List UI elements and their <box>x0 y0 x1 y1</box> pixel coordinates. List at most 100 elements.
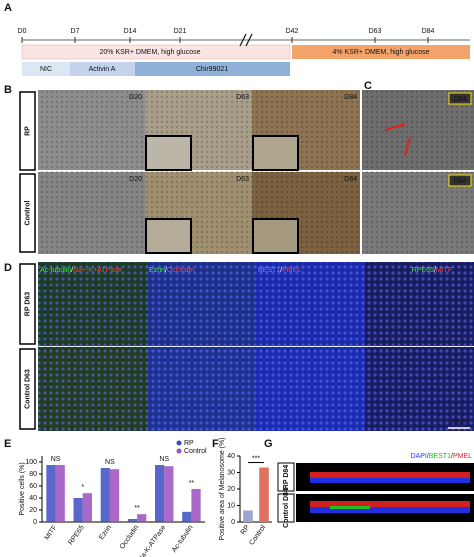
inset <box>252 218 299 254</box>
row-box <box>277 493 295 523</box>
day-label: D63 <box>369 28 382 35</box>
panel-label: G <box>264 438 273 450</box>
bar <box>73 498 83 522</box>
stain-label: Ac-tubulin/Na+-K+ATPase <box>40 267 122 274</box>
row-label: Control <box>24 201 31 226</box>
x-tick-label: Control <box>248 524 267 547</box>
stain-band <box>310 501 470 507</box>
medium-bar <box>292 45 470 59</box>
image-label: D20 <box>129 176 142 183</box>
panel-label: D <box>4 262 12 274</box>
bar <box>191 489 201 522</box>
stain-name: Ezrin <box>149 267 165 274</box>
row-label: RP D63 <box>24 292 31 316</box>
row-box <box>19 91 36 171</box>
x-tick-label: Ac-tubulin <box>171 524 195 554</box>
significance: ** <box>189 480 195 487</box>
texture <box>38 262 474 431</box>
bar <box>109 469 120 522</box>
stain-name: / <box>71 267 73 274</box>
texture <box>38 90 360 254</box>
day-label: D14 <box>124 28 137 35</box>
row-box <box>19 348 36 430</box>
legend-marker <box>176 440 182 446</box>
panel-label: E <box>4 438 11 450</box>
inset <box>145 218 192 254</box>
y-axis-label: Positive area of Melanosome (%) <box>219 437 226 540</box>
stain-label: Ezrin/Occludin <box>149 267 194 274</box>
arrow <box>384 123 406 131</box>
y-axis-label: Positive cells (%) <box>19 462 26 515</box>
x-tick-label: Na-K-ATPase <box>137 524 167 557</box>
image-label: D84 <box>344 94 357 101</box>
panel-label: F <box>212 438 219 450</box>
stain-name: RPE65 <box>412 267 434 274</box>
break-mark <box>239 33 247 47</box>
x-tick-label: Ezrin <box>98 524 113 541</box>
bar <box>182 511 192 522</box>
y-tick-label: 0 <box>33 519 37 526</box>
stain-band <box>310 478 470 483</box>
significance: NS <box>159 456 169 463</box>
bar <box>155 465 165 522</box>
stain-name: / <box>434 267 436 274</box>
factor-bar <box>22 62 70 76</box>
bar <box>137 514 147 522</box>
break-mark <box>245 33 253 47</box>
medium-label: 20% KSR+ DMEM, high glucose <box>100 49 201 56</box>
stain-name: / <box>165 267 167 274</box>
y-tick-label: 40 <box>29 495 37 502</box>
row-label: RP D84 <box>283 465 290 489</box>
y-tick-label: 100 <box>25 459 37 466</box>
image-label: D84 <box>454 178 467 185</box>
image-label: D84 <box>454 96 467 103</box>
stain-label: BEST1/PMEL <box>258 267 301 274</box>
stain-name: PMEL <box>282 267 301 274</box>
image-label: D63 <box>236 176 249 183</box>
legend-marker <box>176 448 182 454</box>
legend-label: RP <box>184 440 194 447</box>
medium-label: 4% KSR+ DMEM, high glucose <box>332 49 429 56</box>
label-box <box>448 174 472 187</box>
bar <box>55 465 65 522</box>
day-label: D21 <box>174 28 187 35</box>
stain-band <box>330 506 370 509</box>
factor-label: Activin A <box>89 66 116 73</box>
inset <box>252 135 299 171</box>
factor-bar <box>70 62 135 76</box>
bar <box>100 468 110 522</box>
significance: * <box>81 484 84 491</box>
row-label: Control D63 <box>24 369 31 409</box>
bar <box>243 510 253 522</box>
significance: *** <box>252 455 260 462</box>
bar <box>82 493 92 522</box>
image-label: D20 <box>129 94 142 101</box>
x-tick-label: Occludin <box>119 524 140 550</box>
stain-name: Na+-K+ATPase <box>73 267 122 274</box>
panel-label: B <box>4 84 12 96</box>
stain-name: Occludin <box>167 267 194 274</box>
day-label: D84 <box>422 28 435 35</box>
stain-label: RPE65/MITF <box>412 267 452 274</box>
stain-name: BEST1 <box>429 453 451 460</box>
significance: NS <box>105 459 115 466</box>
day-label: D42 <box>286 28 299 35</box>
stain-name: PMEL <box>453 453 472 460</box>
y-tick-label: 80 <box>29 471 37 478</box>
day-label: D7 <box>71 28 80 35</box>
medium-bar <box>21 44 291 60</box>
x-tick-label: RP <box>240 524 252 536</box>
stain-name: DAPI <box>411 453 427 460</box>
y-tick-label: 30 <box>227 469 235 476</box>
panel-label: A <box>4 2 12 14</box>
stain-name: MITF <box>436 267 452 274</box>
y-tick-label: 0 <box>231 519 235 526</box>
texture <box>362 90 474 254</box>
bar <box>164 466 174 522</box>
label-box <box>448 92 472 105</box>
bar <box>127 519 138 522</box>
y-tick-label: 20 <box>29 507 37 514</box>
significance: NS <box>51 456 61 463</box>
bar <box>259 467 269 522</box>
